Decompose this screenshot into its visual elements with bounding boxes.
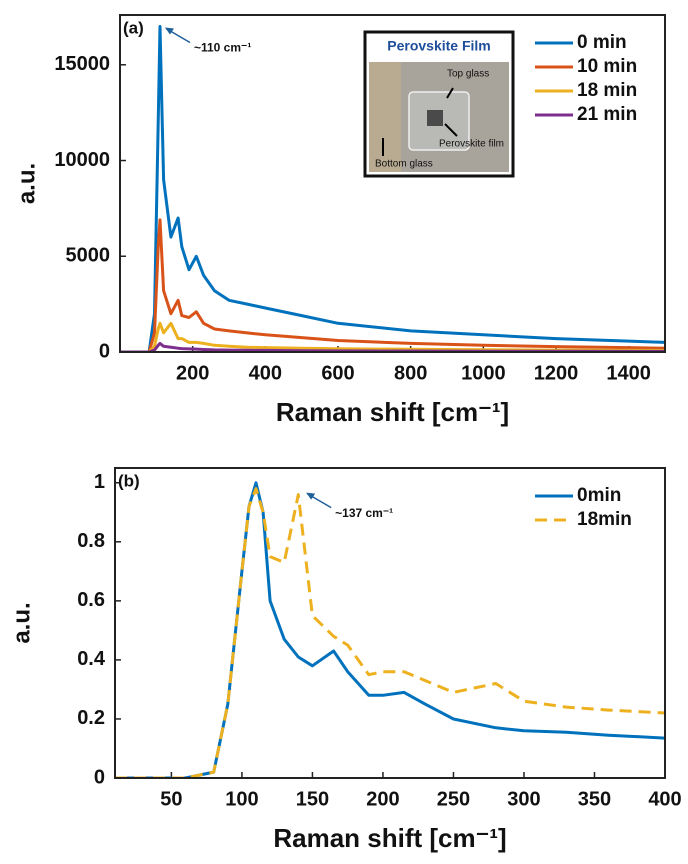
x-axis-label: Raman shift [cm⁻¹]	[276, 397, 509, 427]
x-tick-label: 150	[296, 788, 329, 810]
y-tick-label: 1	[94, 471, 105, 493]
series-line	[115, 487, 665, 778]
inset-photo-bg	[369, 62, 401, 172]
series-line	[120, 341, 665, 352]
inset-label: Bottom glass	[375, 159, 433, 170]
inset-title: Perovskite Film	[387, 38, 491, 54]
y-axis-label: a.u.	[8, 602, 35, 643]
axes-frame	[114, 467, 666, 779]
x-tick-label: 400	[249, 362, 282, 384]
legend-label: 0 min	[577, 32, 627, 53]
legend-label: 0min	[577, 485, 621, 506]
legend-label: 18 min	[577, 80, 637, 101]
x-tick-label: 100	[225, 788, 258, 810]
inset-arrow	[446, 87, 454, 99]
series-line	[115, 481, 665, 778]
y-tick-label: 0	[99, 340, 110, 362]
legend-label: 18min	[577, 509, 632, 530]
x-tick-label: 800	[394, 362, 427, 384]
x-tick-label: 200	[366, 788, 399, 810]
annotation-arrowhead	[164, 27, 174, 35]
y-tick-label: 5000	[66, 245, 111, 267]
panel-label: (a)	[123, 18, 144, 37]
annotation-text: ~110 cm⁻¹	[194, 41, 251, 55]
x-tick-label: 300	[507, 788, 540, 810]
y-tick-label: 0.6	[77, 589, 105, 611]
annotation-text: ~137 cm⁻¹	[335, 506, 393, 520]
legend-label: 21 min	[577, 104, 637, 125]
x-tick-label: 350	[578, 788, 611, 810]
y-tick-label: 10000	[54, 149, 110, 171]
axes-frame	[119, 14, 666, 353]
x-tick-label: 250	[437, 788, 470, 810]
inset-arrow	[444, 123, 458, 137]
x-tick-label: 1400	[606, 362, 651, 384]
inset-label: Perovskite film	[439, 139, 504, 150]
y-tick-label: 15000	[54, 53, 110, 75]
y-tick-label: 0.2	[77, 707, 105, 729]
series-line	[120, 25, 665, 352]
series-line	[120, 218, 665, 352]
annotation-arrowhead	[306, 492, 316, 500]
inset-label: Top glass	[447, 69, 489, 80]
y-tick-label: 0.4	[77, 648, 106, 670]
x-tick-label: 1200	[534, 362, 579, 384]
inset-film	[427, 110, 443, 126]
x-tick-label: 400	[648, 788, 681, 810]
series-line	[120, 321, 665, 352]
x-axis-label: Raman shift [cm⁻¹]	[273, 823, 506, 853]
x-tick-label: 200	[176, 362, 209, 384]
x-tick-label: 50	[160, 788, 182, 810]
legend-label: 10 min	[577, 56, 637, 77]
panel-label: (b)	[118, 471, 140, 490]
y-axis-label: a.u.	[13, 163, 40, 204]
x-tick-label: 1000	[461, 362, 506, 384]
y-tick-label: 0	[94, 766, 105, 788]
x-tick-label: 600	[321, 362, 354, 384]
y-tick-label: 0.8	[77, 530, 105, 552]
